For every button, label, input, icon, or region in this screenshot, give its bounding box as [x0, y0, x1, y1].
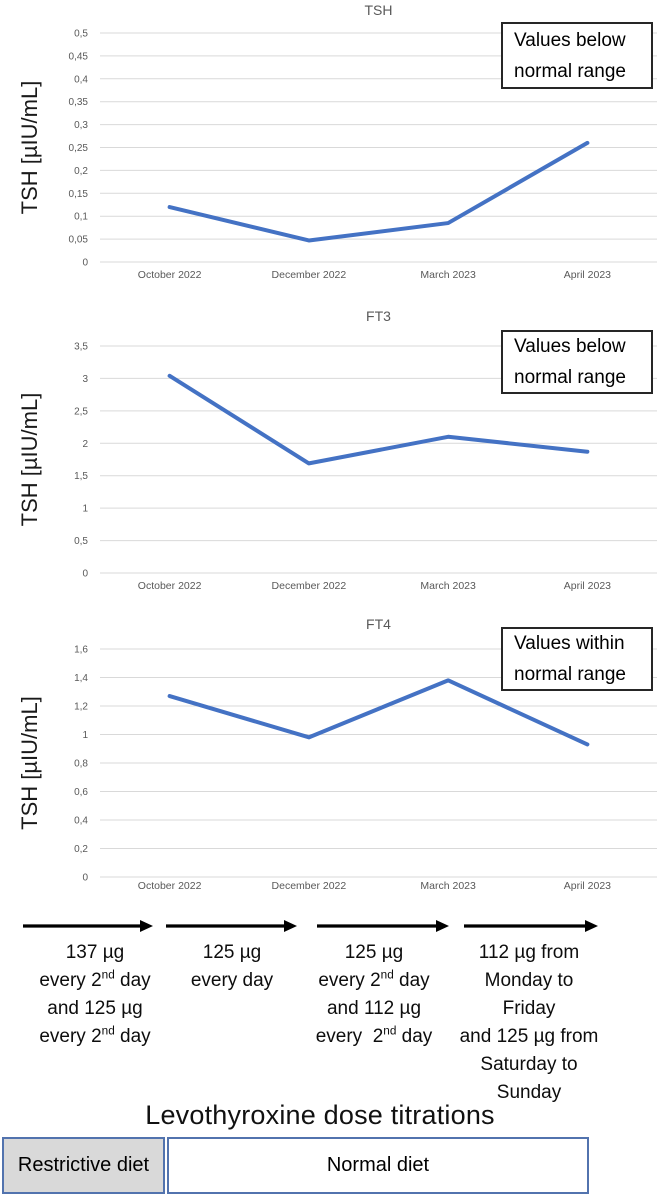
dose-phase-line: and 125 µg from [459, 1026, 599, 1047]
y-tick-label: 0 [82, 873, 88, 884]
y-tick-label: 2 [82, 439, 88, 450]
y-tick-label: 3,5 [74, 342, 88, 353]
dose-phase-line: Monday to [484, 970, 574, 991]
dose-phase-line: every 2nd day [315, 1024, 433, 1047]
y-tick-label: 0,05 [69, 235, 89, 246]
y-tick-label: 0,8 [74, 759, 88, 770]
annotation-line: Values within [514, 633, 625, 654]
y-tick-label: 0,45 [69, 51, 89, 62]
chart-title-ft4: FT4 [366, 616, 391, 632]
y-tick-label: 0,1 [74, 212, 88, 223]
dose-phase-text: 112 µg from Monday to Friday and 125 µg fro… [460, 939, 599, 1107]
dose-phase-line: Saturday to [480, 1054, 578, 1075]
annotation-line: Values below [514, 336, 626, 357]
dose-phase-line: Friday [502, 998, 556, 1019]
y-axis-title: TSH [µIU/mL] [17, 696, 42, 830]
x-axis-label: March 2023 [420, 880, 476, 892]
x-axis-label: October 2022 [138, 580, 202, 592]
annotation-line: normal range [514, 60, 626, 82]
y-tick-label: 0,35 [69, 97, 89, 108]
x-axis-label: April 2023 [564, 269, 611, 281]
dose-phase-line: 112 µg from [478, 942, 580, 963]
dose-phase-line: 125 µg [202, 942, 262, 963]
data-line [167, 140, 590, 243]
y-tick-label: 0,25 [69, 143, 89, 154]
x-axis-label: March 2023 [420, 269, 476, 281]
y-tick-label: 0,4 [74, 74, 88, 85]
chart-block-tsh: TSH 0 0,05 0,1 0,15 0,2 0,25 0,3 0,35 0,4 0,45 0,5… [0, 0, 661, 298]
chart-block-ft4: FT4 0 0,2 0,4 0,6 0,8 1 1,2 1,4 1,6 October 2022 D… [0, 608, 661, 903]
dose-phase-line: every 2nd day [39, 1024, 151, 1047]
arrow-right-icon [317, 920, 449, 932]
data-line [167, 678, 590, 747]
chart-title-ft3: FT3 [366, 308, 391, 324]
dose-phase-line: Sunday [496, 1082, 562, 1103]
y-tick-label: 0,3 [74, 120, 88, 131]
x-axis-label: December 2022 [272, 269, 347, 281]
dose-phase-text: 125 µg every day [191, 939, 273, 995]
x-axis-label: December 2022 [272, 580, 347, 592]
x-axis-label: October 2022 [138, 880, 202, 892]
dose-phase-line: every 2nd day [39, 968, 151, 991]
dose-phase-line: every 2nd day [318, 968, 430, 991]
y-tick-label: 0,2 [74, 844, 88, 855]
dose-phase-line: 137 µg [65, 942, 125, 963]
normal-diet-cell: Normal diet [167, 1137, 589, 1194]
data-line [167, 373, 590, 466]
dose-phase-line: every day [190, 970, 274, 991]
y-tick-label: 1,6 [74, 645, 88, 656]
annotation-line: normal range [514, 664, 626, 685]
chart-block-ft3: FT3 0 0,5 1 1,5 2 2,5 3 3,5 October 2022 December… [0, 298, 661, 608]
dose-phase-line: 125 µg [344, 942, 404, 963]
y-tick-label: 0,5 [74, 29, 88, 40]
y-axis-title: TSH [µIU/mL] [17, 393, 42, 527]
y-tick-label: 0,5 [74, 536, 88, 547]
arrow-right-icon [23, 920, 153, 932]
y-tick-label: 3 [82, 374, 88, 385]
dose-phase-text: 125 µg every 2nd day and 112 µg every 2nd d… [316, 939, 433, 1051]
y-tick-label: 0 [82, 258, 88, 269]
normal-diet-label: Normal diet [326, 1154, 430, 1176]
y-axis-title: TSH [µIU/mL] [17, 81, 42, 215]
annotation-line: normal range [514, 367, 626, 388]
x-axis-label: December 2022 [272, 880, 347, 892]
annotation-box-ft3: Values below normal range [501, 330, 653, 394]
x-axis-label: April 2023 [564, 580, 611, 592]
y-tick-label: 0,2 [74, 166, 88, 177]
dose-titration-section: 137 µg every 2nd day and 125 µg every 2nd d… [0, 903, 661, 1103]
x-axis-label: April 2023 [564, 880, 611, 892]
y-tick-label: 2,5 [74, 406, 88, 417]
dose-phase-line: and 112 µg [326, 998, 422, 1019]
y-tick-label: 0,15 [69, 189, 89, 200]
dose-phase-line: and 125 µg [47, 998, 143, 1019]
x-axis-label: March 2023 [420, 580, 476, 592]
tsh-line-chart: 0 0,05 0,1 0,15 0,2 0,25 0,3 0,35 0,4 0,45 0,5 Octo… [17, 29, 657, 281]
diet-timeline-bar: Restrictive diet Normal diet [0, 1134, 661, 1199]
chart-title-tsh: TSH [364, 2, 393, 18]
annotation-box-tsh: Values below normal range [501, 22, 653, 89]
arrow-right-icon [464, 920, 598, 932]
y-tick-label: 1,2 [74, 702, 88, 713]
restrictive-diet-cell: Restrictive diet [2, 1137, 165, 1194]
arrow-right-icon [166, 920, 297, 932]
y-tick-label: 0 [82, 569, 88, 580]
y-tick-label: 1 [82, 504, 88, 515]
y-tick-label: 0,4 [74, 816, 88, 827]
annotation-box-ft4: Values within normal range [501, 627, 653, 691]
x-axis-label: October 2022 [138, 269, 202, 281]
ft4-line-chart: 0 0,2 0,4 0,6 0,8 1 1,2 1,4 1,6 October 2022 Decem… [17, 645, 657, 892]
dose-phase-text: 137 µg every 2nd day and 125 µg every 2nd d… [39, 939, 150, 1051]
annotation-line: Values below [514, 29, 626, 51]
y-tick-label: 0,6 [74, 787, 88, 798]
y-tick-label: 1,4 [74, 673, 88, 684]
dose-section-title: Levothyroxine dose titrations [145, 1100, 495, 1130]
y-tick-label: 1,5 [74, 471, 88, 482]
y-tick-label: 1 [82, 730, 88, 741]
restrictive-diet-label: Restrictive diet [17, 1154, 150, 1176]
